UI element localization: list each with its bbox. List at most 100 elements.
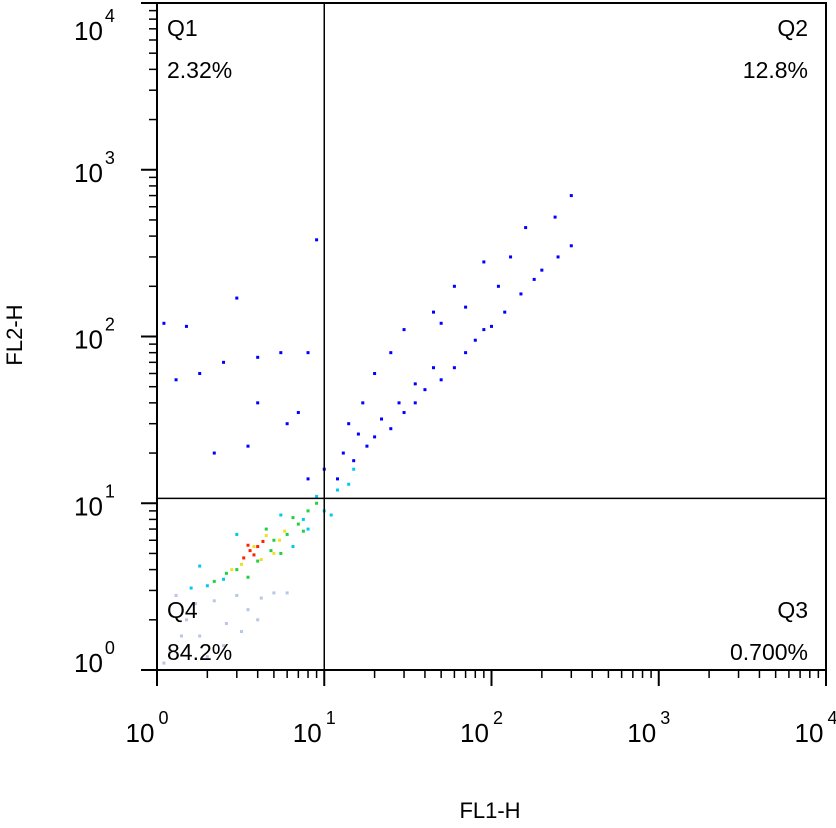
y-tick-label: 10 3 [74, 148, 115, 188]
point [296, 522, 300, 526]
point [264, 534, 268, 538]
y-tick-base: 10 [74, 325, 103, 355]
point [389, 351, 393, 355]
point [452, 366, 456, 370]
point [222, 644, 226, 648]
point [413, 382, 417, 386]
point [168, 649, 172, 653]
point [212, 599, 216, 603]
point [279, 513, 283, 517]
point [306, 477, 310, 481]
point [473, 338, 477, 342]
quadrant-percent: 2.32% [167, 57, 232, 83]
point [352, 467, 356, 471]
point [230, 568, 234, 572]
y-axis-label: FL2-H [2, 304, 27, 365]
point [569, 194, 573, 198]
x-tick-label: 10 4 [795, 708, 836, 748]
x-tick-base: 10 [795, 718, 824, 748]
y-tick-exponent: 3 [105, 148, 115, 168]
point [452, 284, 456, 288]
y-tick-exponent: 0 [105, 638, 115, 658]
point [509, 255, 513, 259]
x-tick-exponent: 1 [326, 708, 336, 728]
point [285, 591, 289, 595]
x-tick-label: 10 3 [627, 708, 670, 748]
point [569, 244, 573, 248]
point [259, 557, 263, 561]
x-tick-exponent: 4 [827, 708, 836, 728]
point [194, 602, 198, 606]
point [315, 501, 319, 505]
y-tick-label: 10 0 [74, 638, 115, 678]
point [174, 593, 178, 597]
quadrant-name: Q4 [167, 597, 198, 623]
point [279, 351, 283, 355]
point [248, 549, 252, 553]
point [306, 351, 310, 355]
point [279, 551, 283, 555]
point [296, 411, 300, 415]
point [212, 579, 216, 583]
point [439, 321, 443, 325]
point [373, 435, 377, 439]
point [246, 444, 250, 448]
point [222, 577, 226, 581]
point [256, 401, 260, 405]
point [301, 517, 305, 521]
point [464, 351, 468, 355]
point [252, 545, 256, 549]
point [277, 538, 281, 542]
point [189, 586, 193, 590]
point [356, 432, 360, 436]
point [261, 539, 265, 543]
point [347, 422, 351, 426]
point [306, 509, 310, 513]
point [179, 634, 183, 638]
y-tick-label: 10 1 [74, 481, 115, 521]
point [380, 417, 384, 421]
point [224, 571, 228, 575]
quadrant-percent: 12.8% [743, 57, 808, 83]
y-tick-label: 10 4 [74, 6, 115, 46]
point [162, 321, 166, 325]
point [540, 268, 544, 272]
point [519, 292, 523, 296]
point [503, 310, 507, 314]
point [402, 328, 406, 332]
point [246, 608, 250, 612]
y-tick-exponent: 2 [105, 315, 115, 335]
point [490, 324, 493, 328]
point [256, 618, 260, 622]
point [315, 238, 319, 242]
point [283, 529, 287, 533]
point [532, 277, 536, 281]
point [431, 366, 435, 370]
point [239, 562, 243, 566]
plot-frame [156, 2, 827, 671]
point [315, 494, 319, 498]
point [198, 634, 202, 638]
point [174, 378, 178, 382]
point [198, 371, 202, 375]
point [184, 324, 188, 328]
point [272, 551, 276, 555]
point [285, 422, 289, 426]
x-axis-label: FL1-H [459, 798, 520, 823]
point [235, 296, 239, 300]
y-tick-label: 10 2 [74, 315, 115, 355]
point [347, 482, 351, 486]
point [413, 401, 417, 405]
y-tick-base: 10 [74, 158, 103, 188]
point [482, 260, 486, 264]
x-tick-base: 10 [627, 718, 656, 748]
point [205, 655, 209, 659]
point [256, 545, 260, 549]
point [205, 584, 209, 588]
quadrant-name: Q1 [167, 15, 198, 41]
point [524, 226, 528, 230]
point [246, 575, 250, 579]
point [198, 564, 202, 568]
y-tick-base: 10 [74, 648, 103, 678]
